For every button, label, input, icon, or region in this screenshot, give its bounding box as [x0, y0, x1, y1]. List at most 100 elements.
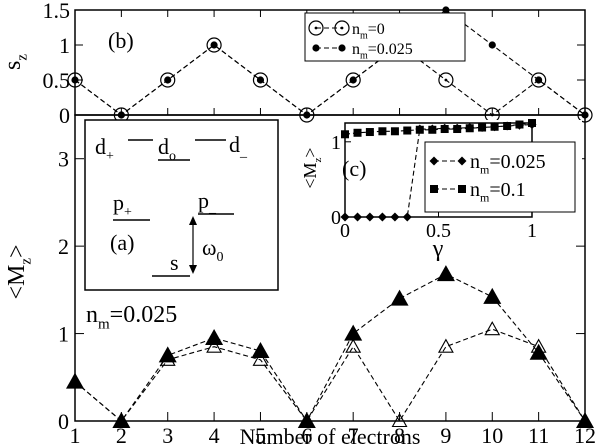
c-series-1-point — [440, 125, 449, 134]
b-panel-label: (b) — [108, 28, 134, 53]
main-xlabel: Number of electrons — [240, 424, 421, 446]
main-ytick-label: 0 — [58, 409, 69, 434]
b-ylabel: sz — [0, 54, 31, 70]
b-series-1-point — [535, 76, 543, 84]
main-series-1-point — [159, 351, 176, 366]
c-series-1-point — [353, 128, 362, 137]
main-series-0-point — [483, 287, 502, 304]
c-series-1-point — [503, 122, 512, 131]
omega-arrow-down-head — [189, 265, 197, 274]
main-series-0-point — [251, 342, 270, 359]
b-series-0-point — [577, 107, 593, 123]
c-ytick-label: 1 — [331, 132, 341, 154]
main-series-0-point — [344, 324, 363, 341]
level-p-plus: p+ — [113, 190, 132, 220]
inset-a-frame — [84, 119, 279, 291]
main-series-0-point — [112, 412, 131, 428]
c-series-1-point — [478, 123, 487, 132]
c-series-1-point — [465, 124, 474, 133]
main-xtick-label: 11 — [528, 423, 549, 446]
c-legend-marker — [457, 156, 467, 166]
b-ytick-label: 0.5 — [43, 68, 71, 93]
omega-arrow-up-head — [189, 216, 197, 225]
b-series-0-point — [438, 72, 454, 88]
c-xtick-label: 0 — [340, 220, 350, 242]
main-ytick-label: 1 — [58, 322, 69, 347]
c-xtick-label: 0.5 — [426, 220, 451, 242]
main-series-1-point — [437, 338, 454, 353]
c-series-1-point — [490, 122, 499, 131]
c-series-0-point — [377, 212, 387, 222]
inset-a: d+ do d_ p+ p_ (a) s ω0 — [84, 119, 279, 291]
main-xtick-label: 12 — [574, 423, 596, 446]
c-series-1-point — [453, 125, 462, 134]
b-series-1-point — [442, 6, 450, 14]
b-series-1-point — [581, 111, 589, 119]
b-series-1-point — [488, 41, 496, 49]
main-xtick-label: 1 — [70, 423, 81, 446]
b-legend-marker — [334, 20, 350, 36]
main-series-0-point — [576, 412, 594, 428]
main-xtick-label: 2 — [116, 423, 127, 446]
b-series-0-point — [160, 72, 176, 88]
c-series-1-line — [344, 122, 533, 135]
b-series-1-point — [210, 41, 218, 49]
main-xtick-label: 3 — [162, 423, 173, 446]
c-series-1-point — [378, 127, 387, 136]
main-series-1-point — [252, 351, 269, 366]
c-series-1-point — [528, 119, 536, 127]
main-series-1-point — [530, 338, 547, 353]
b-ytick-label: 1.5 — [43, 0, 71, 23]
main-series-1-point — [206, 338, 223, 353]
main-series-1-point — [67, 373, 83, 388]
main-xtick-label: 5 — [255, 423, 266, 446]
b-series-0-point — [67, 72, 83, 88]
c-ylabel: <Mz> — [300, 147, 324, 188]
c-series-1-point — [428, 125, 437, 134]
c-legend-label: nm=0.1 — [470, 179, 526, 205]
main-series-0-point — [436, 265, 455, 282]
b-legend-marker — [308, 20, 324, 36]
b-series-0-point — [345, 72, 361, 88]
main-panel-frame — [74, 114, 586, 422]
main-series-0-point — [390, 289, 409, 306]
c-legend-marker — [429, 156, 439, 166]
main-xtick-label: 10 — [481, 423, 503, 446]
b-series-1-line — [74, 9, 586, 116]
main-series-0-point — [205, 328, 224, 345]
main-ytick-label: 2 — [58, 234, 69, 259]
b-legend-marker-dot — [340, 26, 344, 30]
c-legend-marker — [430, 185, 438, 193]
main-series-1-point — [391, 412, 408, 428]
c-xtick-label: 1 — [527, 220, 537, 242]
c-series-1-point — [403, 126, 412, 135]
c-xlabel: γ — [432, 236, 444, 262]
c-series-1-point — [341, 130, 349, 139]
c-legend-label: nm=0.025 — [470, 151, 546, 177]
main-xtick-label: 6 — [301, 423, 312, 446]
main-xtick-label: 7 — [348, 423, 359, 446]
level-d-minus: d_ — [229, 132, 248, 160]
c-series-0-point — [340, 212, 350, 222]
level-s: s — [170, 250, 179, 275]
main-xtick-label: 4 — [209, 423, 220, 446]
c-series-1-point — [415, 125, 424, 134]
c-series-0-point — [353, 212, 363, 222]
main-series-1-line — [74, 328, 586, 423]
c-series-1-point — [390, 127, 399, 136]
b-series-0-point-dot — [490, 113, 494, 117]
main-ytick-label: 3 — [58, 147, 69, 172]
c-series-0-point — [390, 212, 400, 222]
b-series-0-point — [299, 107, 315, 123]
b-legend-label: nm=0.025 — [352, 41, 413, 61]
c-series-0-point — [365, 212, 375, 222]
b-legend-box — [304, 12, 466, 62]
b-series-1-point — [349, 76, 357, 84]
b-series-0-point — [206, 37, 222, 53]
main-series-1-point — [113, 412, 130, 428]
main-series-1-point — [298, 412, 315, 428]
